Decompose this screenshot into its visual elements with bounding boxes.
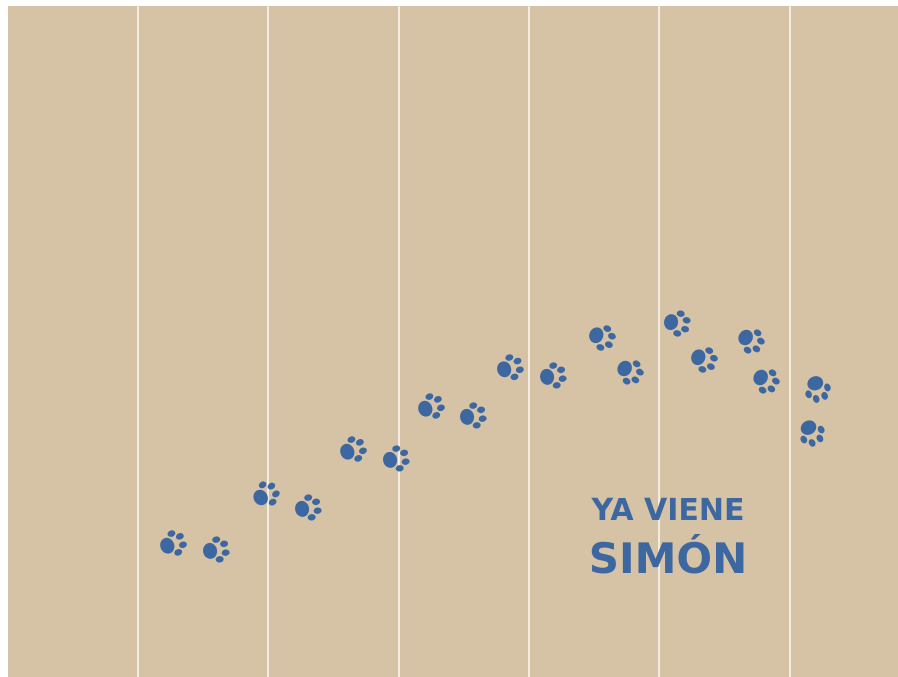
title-line-1: YA VIENE xyxy=(591,493,745,528)
scene: YA VIENE SIMÓN xyxy=(0,0,898,677)
title-line-2: SIMÓN xyxy=(589,533,748,583)
page: YA VIENE SIMÓN (() => { const data = JSO… xyxy=(0,0,898,677)
